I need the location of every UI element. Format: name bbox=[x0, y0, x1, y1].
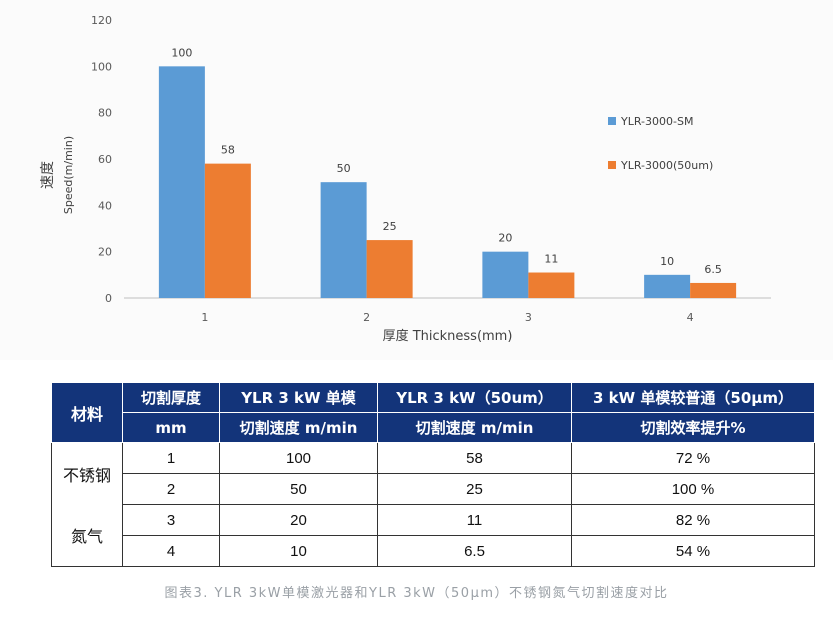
data-label: 58 bbox=[221, 144, 235, 157]
x-tick-label: 3 bbox=[525, 311, 532, 324]
header-col-b-2: 切割速度 m/min bbox=[377, 412, 572, 443]
cell-speed-b: 58 bbox=[377, 442, 572, 474]
data-label: 10 bbox=[660, 255, 674, 268]
header-col-c-2: 切割效率提升% bbox=[571, 412, 815, 443]
data-label: 11 bbox=[544, 253, 558, 266]
y-tick-label: 80 bbox=[98, 107, 112, 120]
cell-speed-a: 100 bbox=[219, 442, 378, 474]
bar bbox=[644, 274, 691, 298]
group-label-nitrogen: 氮气 bbox=[51, 504, 123, 567]
cell-improvement: 72 % bbox=[571, 442, 815, 474]
cell-improvement: 82 % bbox=[571, 504, 815, 536]
figure-caption: 图表3. YLR 3kW单模激光器和YLR 3kW（50μm）不锈钢氮气切割速度… bbox=[164, 586, 669, 601]
header-thickness-2: mm bbox=[122, 412, 220, 443]
header-material: 材料 bbox=[51, 382, 123, 443]
comparison-table: 材料 切割厚度 YLR 3 kW 单模 YLR 3 kW（50um） 3 kW … bbox=[51, 382, 815, 567]
cell-speed-b: 6.5 bbox=[377, 535, 572, 567]
y-tick-label: 0 bbox=[105, 292, 112, 305]
table-row: 4 10 6.5 54 % bbox=[52, 535, 815, 567]
cell-thickness: 1 bbox=[122, 442, 220, 474]
table-row: 氮气 3 20 11 82 % bbox=[51, 504, 815, 567]
header-col-b-1: YLR 3 kW（50um） bbox=[377, 382, 572, 413]
header-col-c-1: 3 kW 单模较普通（50μm） bbox=[571, 382, 815, 413]
x-axis-title: 厚度 Thickness(mm) bbox=[383, 328, 513, 344]
bar bbox=[320, 182, 367, 298]
cell-speed-a: 20 bbox=[219, 504, 378, 536]
bar bbox=[204, 163, 251, 298]
y-tick-label: 40 bbox=[98, 199, 112, 212]
header-col-a-2: 切割速度 m/min bbox=[219, 412, 378, 443]
y-tick-label: 100 bbox=[91, 60, 112, 73]
table-row: 不锈钢 1 100 58 72 % bbox=[51, 442, 815, 505]
bar bbox=[158, 66, 205, 298]
group-label-stainless: 不锈钢 bbox=[51, 442, 123, 505]
cell-speed-b: 25 bbox=[377, 473, 572, 505]
legend-swatch bbox=[608, 161, 616, 169]
cell-thickness: 3 bbox=[122, 504, 220, 536]
chart-area: 0 20 40 60 80 100 120 100 58 1 50 25 2 20 11 3 10 6.5 4 厚度 … bbox=[40, 14, 771, 344]
legend-swatch bbox=[608, 117, 616, 125]
y-axis-title-cn: 速度 bbox=[40, 161, 56, 189]
data-label: 6.5 bbox=[704, 263, 722, 276]
x-tick-label: 1 bbox=[201, 311, 208, 324]
bar bbox=[690, 282, 737, 298]
cell-speed-b: 11 bbox=[377, 504, 572, 536]
table-row: 2 50 25 100 % bbox=[52, 473, 815, 505]
bar bbox=[366, 240, 413, 298]
data-label: 20 bbox=[498, 232, 512, 245]
cell-improvement: 54 % bbox=[571, 535, 815, 567]
cell-thickness: 4 bbox=[122, 535, 220, 567]
cell-improvement: 100 % bbox=[571, 473, 815, 505]
y-tick-label: 60 bbox=[98, 153, 112, 166]
table-header-row-1: 材料 切割厚度 YLR 3 kW 单模 YLR 3 kW（50um） 3 kW … bbox=[51, 382, 815, 443]
bar bbox=[528, 272, 575, 298]
legend-label: YLR-3000-SM bbox=[620, 115, 693, 128]
x-tick-label: 4 bbox=[687, 311, 694, 324]
legend-label: YLR-3000(50um) bbox=[620, 159, 713, 172]
cell-speed-a: 10 bbox=[219, 535, 378, 567]
table-header-row-2: mm 切割速度 m/min 切割速度 m/min 切割效率提升% bbox=[52, 412, 815, 443]
bar-chart: 0 20 40 60 80 100 120 100 58 1 50 25 2 20 11 3 10 6.5 4 厚度 … bbox=[40, 14, 771, 344]
data-label: 25 bbox=[383, 220, 397, 233]
x-tick-label: 2 bbox=[363, 311, 370, 324]
bar bbox=[482, 251, 529, 298]
header-thickness-1: 切割厚度 bbox=[122, 382, 220, 413]
cell-thickness: 2 bbox=[122, 473, 220, 505]
data-label: 100 bbox=[171, 46, 192, 59]
y-tick-label: 120 bbox=[91, 14, 112, 27]
y-axis-title-en: Speed(m/min) bbox=[62, 136, 75, 214]
header-col-a-1: YLR 3 kW 单模 bbox=[219, 382, 378, 413]
y-tick-label: 20 bbox=[98, 246, 112, 259]
data-label: 50 bbox=[337, 162, 351, 175]
cell-speed-a: 50 bbox=[219, 473, 378, 505]
